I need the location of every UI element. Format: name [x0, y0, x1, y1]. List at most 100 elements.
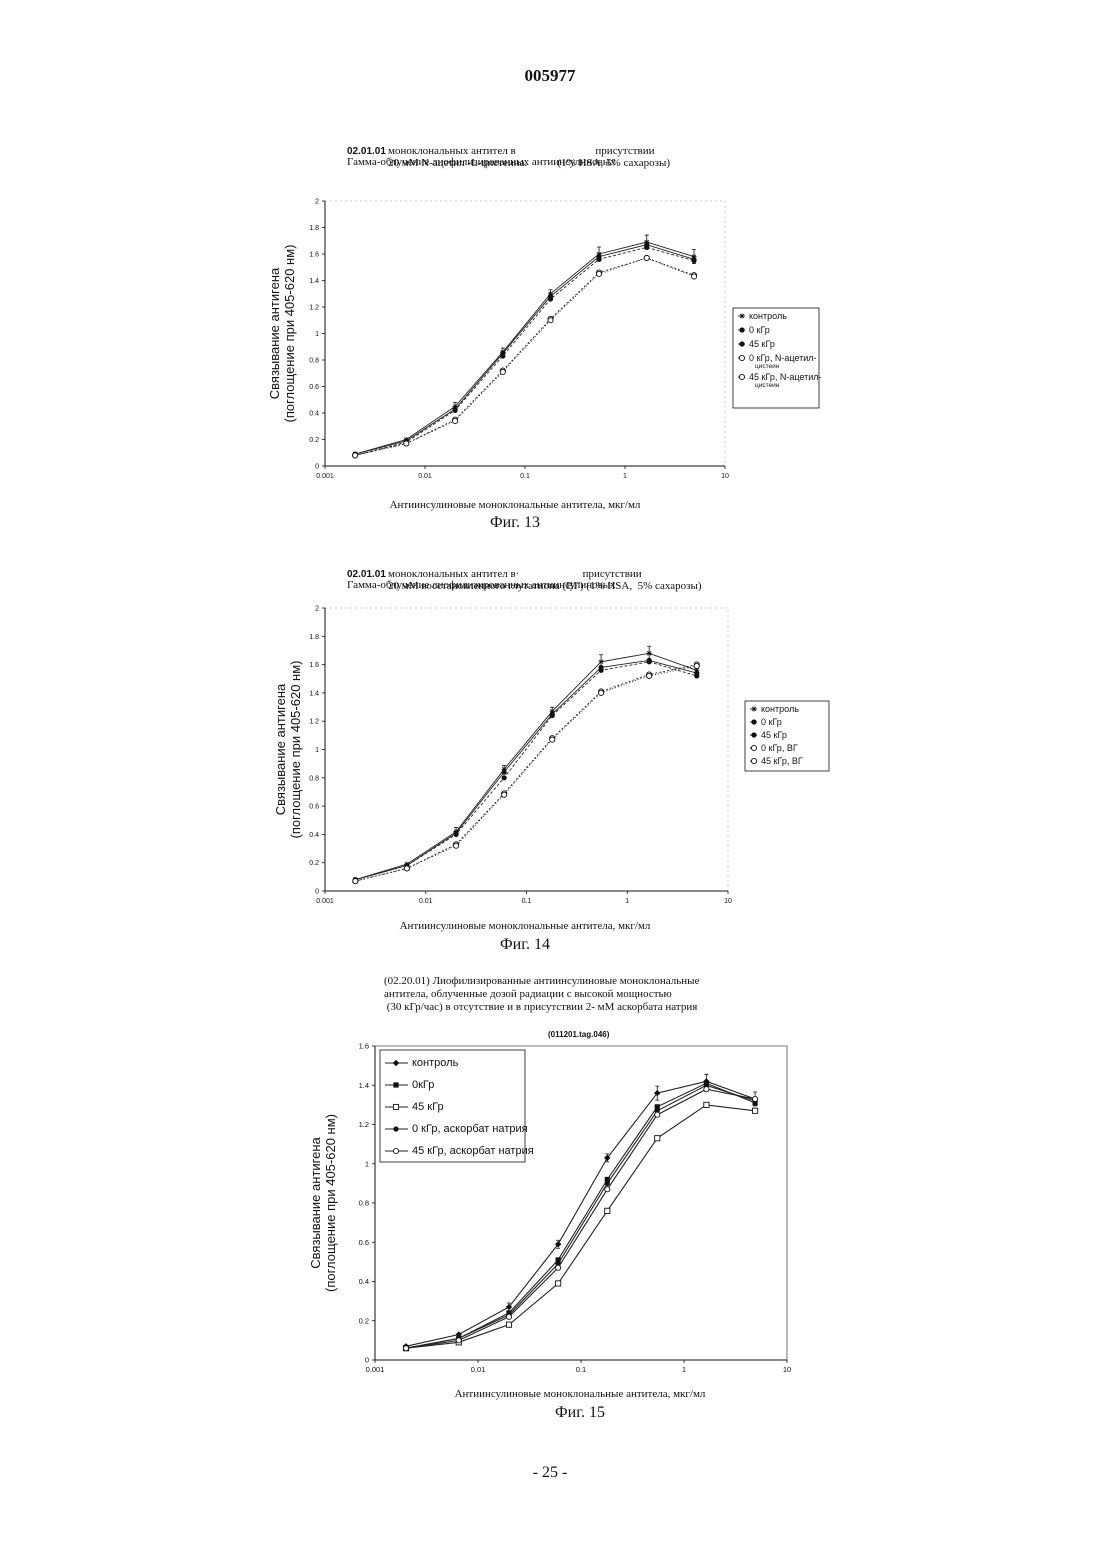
data-point [550, 713, 555, 718]
legend-label: цистеин [755, 382, 780, 389]
x-tick-label: 0.001 [366, 1365, 385, 1374]
figure-15-x-label: Антиинсулиновые моноклональные антитела,… [355, 1388, 805, 1400]
y-tick-label: 2 [315, 606, 319, 613]
figure-15-title-line-1: (02.20.01) Лиофилизированные антиинсулин… [384, 976, 699, 988]
chart-figure-13: 00.20.40.60.811.21.41.61.820.0010.010.11… [255, 190, 855, 490]
figure-14-title-line-2: моноклональных антител в· присутствии [388, 569, 642, 581]
y-tick-label: 0 [315, 889, 319, 896]
legend-swatch-marker [751, 719, 756, 724]
data-point [605, 1187, 610, 1192]
y-tick-label: 1.6 [309, 662, 319, 669]
data-point [655, 1136, 660, 1141]
data-point [691, 274, 696, 279]
figure-15-caption: Фиг. 15 [355, 1404, 805, 1422]
legend-label: контроль [412, 1057, 459, 1069]
y-tick-label: 0.2 [359, 1316, 369, 1325]
legend: контроль0 кГр45 кГр0 кГр, N-ацетил-цисте… [733, 308, 821, 408]
y-tick-label: 1.8 [309, 634, 319, 641]
legend-swatch-marker [751, 732, 756, 737]
series-1 [353, 235, 697, 457]
legend-swatch-marker [751, 706, 756, 711]
y-tick-label: 0 [365, 1356, 369, 1365]
data-point [506, 1322, 511, 1327]
legend-swatch-marker [739, 374, 744, 379]
legend-swatch-marker [739, 327, 744, 332]
data-point [644, 245, 649, 250]
y-tick-label: 0 [315, 464, 319, 471]
legend-label: 0 кГр [761, 717, 782, 727]
legend-swatch-marker [739, 313, 744, 318]
y-tick-label: 1.6 [309, 252, 319, 259]
data-point [404, 441, 409, 446]
x-tick-label: 0.01 [471, 1365, 486, 1374]
y-axis-label: Связывание антигена [273, 683, 288, 815]
series-line [355, 662, 697, 880]
data-point [596, 271, 601, 276]
data-point [548, 296, 553, 301]
legend-swatch-marker [393, 1104, 398, 1109]
x-tick-label: 10 [721, 473, 729, 480]
y-tick-label: 1.2 [309, 305, 319, 312]
legend-label: 0 кГр, аскорбат натрия [412, 1123, 528, 1135]
chart-figure-15: 00.20.40.60.811.21.41.60.0010.010.1110Св… [290, 1030, 810, 1390]
series-line [355, 653, 697, 879]
series-5 [353, 255, 697, 458]
y-tick-label: 0.2 [309, 860, 319, 867]
legend-label: 45 кГр, аскорбат натрия [412, 1145, 534, 1157]
figure-13-title-line-2: моноклональных антител в присутствии [388, 146, 655, 158]
legend-label: 45 кГр [761, 730, 787, 740]
y-tick-label: 0.4 [359, 1277, 369, 1286]
series-line [355, 245, 694, 454]
data-point [556, 1265, 561, 1270]
y-tick-label: 0.6 [359, 1238, 369, 1247]
x-tick-label: 0.01 [419, 898, 433, 905]
series-line [355, 258, 694, 455]
data-point [644, 255, 649, 260]
data-point [502, 792, 507, 797]
y-tick-label: 0.2 [309, 437, 319, 444]
figure-14-title-line-3: 20 мМ восстановленного глутатиона (ВГ) (… [388, 581, 702, 593]
series-4 [353, 255, 697, 458]
x-tick-label: 0.001 [316, 473, 334, 480]
figure-13-title-line-3: 20 мМ N-ацетил -L-цистеина. (1% HSA, 5% … [388, 158, 670, 170]
data-point [605, 1181, 610, 1186]
y-axis-label: Связывание антигена [267, 267, 282, 399]
data-point [353, 878, 358, 883]
legend: контроль0кГр45 кГр0 кГр, аскорбат натрия… [380, 1050, 534, 1162]
data-point [598, 668, 603, 673]
data-point [353, 453, 358, 458]
data-point [556, 1281, 561, 1286]
series-3 [353, 245, 697, 458]
legend-swatch-marker [751, 745, 756, 750]
y-tick-label: 0.6 [309, 384, 319, 391]
x-tick-label: 1 [625, 898, 629, 905]
data-point [647, 651, 652, 656]
y-axis-label: (поглощение при 405-620 нм) [282, 245, 297, 423]
legend-label: 0 кГр [749, 325, 770, 335]
data-point [694, 673, 699, 678]
data-point [548, 318, 553, 323]
y-tick-label: 0.4 [309, 411, 319, 418]
legend-swatch-marker [739, 355, 744, 360]
page-number: - 25 - [0, 1464, 1100, 1482]
chart-figure-14: 00.20.40.60.811.21.41.61.820.0010.010.11… [255, 597, 855, 917]
figure-13-caption: Фиг. 13 [300, 514, 730, 532]
series-line [355, 247, 694, 455]
x-tick-label: 10 [783, 1365, 791, 1374]
data-point [550, 737, 555, 742]
y-axis-label: Связывание антигена [308, 1136, 323, 1268]
y-tick-label: 1.8 [309, 225, 319, 232]
series-4 [353, 662, 700, 884]
legend-label: контроль [761, 704, 799, 714]
y-tick-label: 1.4 [309, 690, 319, 697]
data-point [752, 1096, 757, 1101]
x-tick-label: 0.01 [418, 473, 432, 480]
data-point [453, 408, 458, 413]
legend-label: контроль [749, 311, 787, 321]
legend-label: 0кГр [412, 1079, 434, 1091]
legend-swatch-marker [739, 341, 744, 346]
figure-15-title-line-2: антитела, облученные дозой радиации с вы… [384, 989, 672, 1001]
x-tick-label: 0.001 [316, 898, 334, 905]
x-tick-label: 0.1 [576, 1365, 586, 1374]
data-point [403, 1346, 408, 1351]
